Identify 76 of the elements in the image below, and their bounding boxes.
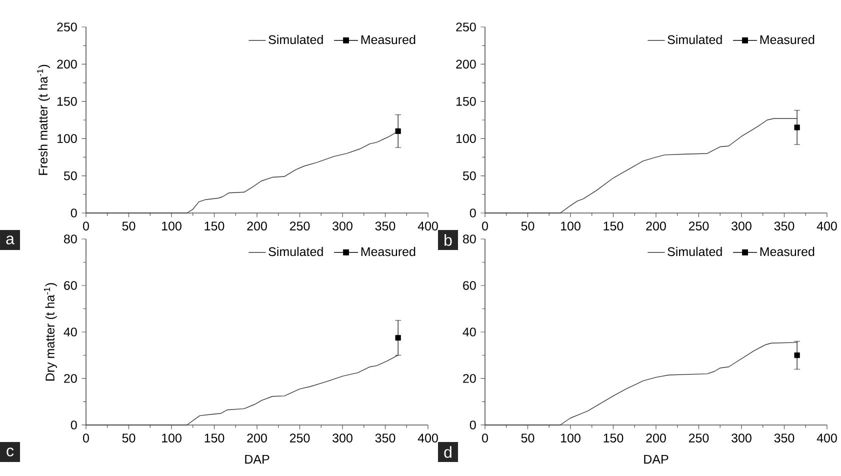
legend-label: Simulated (668, 34, 722, 44)
x-axis-title: DAP (644, 455, 668, 464)
legend-label: Measured (760, 34, 814, 44)
x-tick-label: 100 (162, 434, 182, 442)
x-tick-label: 350 (774, 434, 794, 442)
y-tick-label: 250 (57, 22, 77, 32)
x-tick-label: 250 (688, 222, 709, 230)
x-tick-label: 200 (646, 222, 666, 230)
legend-label: Simulated (668, 246, 722, 256)
x-tick-label: 400 (418, 434, 438, 442)
x-tick-label: 350 (375, 222, 396, 230)
x-tick-label: 200 (247, 434, 267, 442)
y-tick-label: 40 (462, 328, 476, 336)
y-tick-label: 40 (64, 328, 77, 336)
x-tick-label: 100 (561, 434, 580, 442)
legend-label: Measured (361, 34, 416, 44)
x-tick-label: 0 (482, 434, 488, 442)
text: c (6, 448, 14, 456)
y-tick-label: 60 (64, 281, 77, 290)
y-tick-label: 80 (64, 234, 77, 244)
legend-label: Measured (361, 246, 416, 256)
line-series (86, 354, 398, 426)
y-axis-title: Fresh matter (t ha$^{-1}$) (37, 64, 50, 175)
x-tick-label: 150 (604, 434, 624, 442)
y-tick-label: 20 (64, 374, 77, 383)
legend-label: Simulated (268, 34, 323, 44)
x-tick-label: 200 (646, 434, 666, 442)
y-tick-label: 0 (70, 420, 77, 430)
y-tick-label: 80 (463, 234, 476, 244)
x-tick-label: 250 (290, 434, 310, 442)
y-tick-label: 0 (470, 420, 476, 430)
x-tick-label: 100 (561, 222, 580, 230)
y-tick-label: 60 (463, 281, 476, 290)
x-tick-label: 350 (774, 222, 794, 230)
y-tick-label: 100 (456, 134, 476, 144)
y-tick-label: 0 (470, 208, 476, 218)
x-tick-label: 300 (732, 222, 752, 230)
x-axis-title: DAP (245, 455, 270, 464)
x-tick-label: 0 (482, 222, 488, 230)
y-tick-label: 150 (57, 96, 77, 106)
y-tick-label: 200 (456, 60, 476, 69)
y-axis-title: Dry matter (t ha$^{-1}$) (44, 283, 57, 381)
x-tick-label: 50 (521, 434, 534, 442)
y-tick-label: 20 (463, 374, 476, 383)
y-tick-label: 150 (456, 96, 476, 106)
x-tick-label: 50 (122, 222, 136, 230)
line-series (484, 118, 798, 214)
y-tick-label: 50 (462, 171, 476, 180)
x-tick-label: 150 (204, 222, 224, 230)
x-tick-label: 0 (83, 222, 89, 230)
x-tick-label: 0 (83, 434, 89, 442)
x-tick-label: 250 (688, 434, 709, 442)
text: d (444, 446, 452, 458)
legend-label: Measured (760, 246, 814, 256)
x-tick-label: 300 (332, 222, 352, 230)
y-tick-label: 0 (70, 208, 77, 218)
y-tick-label: 50 (64, 171, 77, 180)
x-tick-label: 400 (816, 434, 837, 442)
x-tick-label: 400 (816, 222, 837, 230)
x-tick-label: 50 (122, 434, 136, 442)
y-tick-label: 200 (57, 60, 77, 69)
y-tick-label: 250 (456, 22, 476, 32)
x-tick-label: 350 (375, 434, 396, 442)
text: a (6, 236, 14, 244)
text: b (444, 234, 452, 246)
x-tick-label: 300 (332, 434, 352, 442)
y-tick-label: 100 (57, 134, 77, 144)
x-tick-label: 100 (162, 222, 182, 230)
x-tick-label: 50 (521, 222, 534, 230)
x-tick-label: 150 (604, 222, 624, 230)
x-tick-label: 400 (418, 222, 438, 230)
x-tick-label: 150 (204, 434, 224, 442)
legend-label: Simulated (268, 246, 323, 256)
x-tick-label: 250 (290, 222, 310, 230)
x-tick-label: 200 (247, 222, 267, 230)
x-tick-label: 300 (732, 434, 752, 442)
